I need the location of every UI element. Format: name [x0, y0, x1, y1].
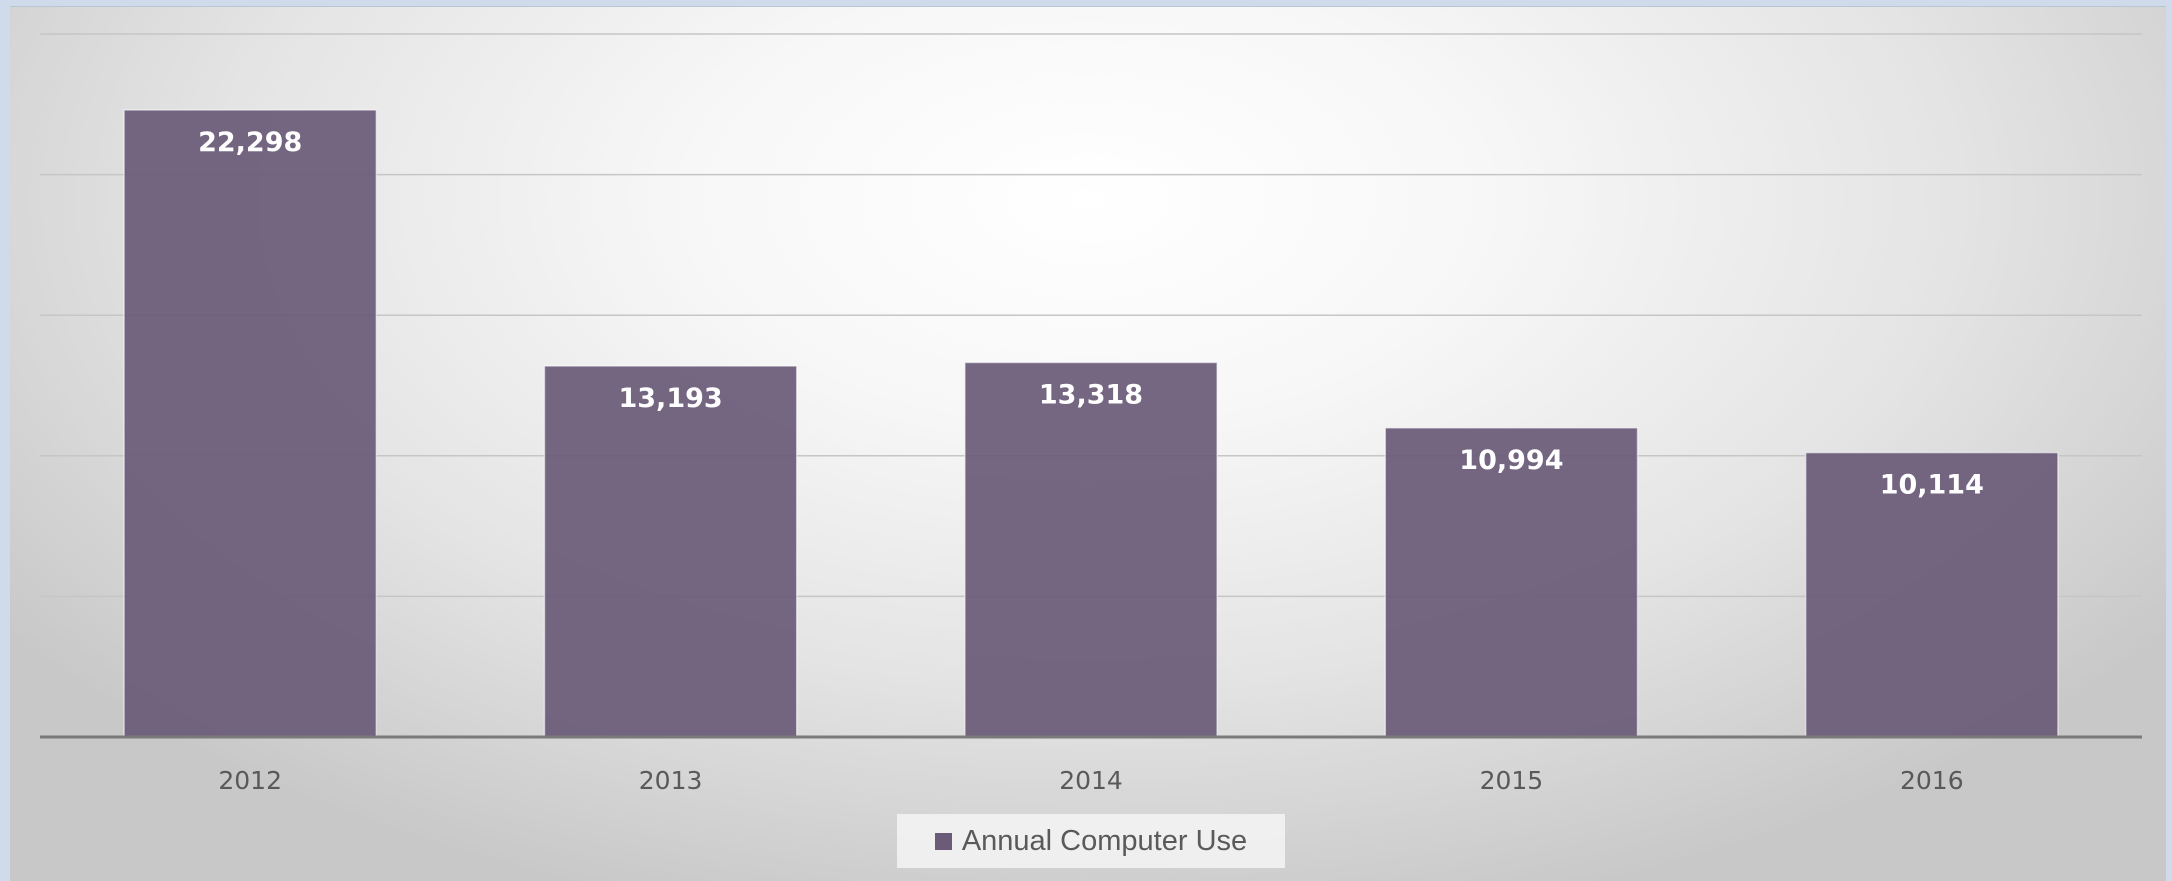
- bars: [123, 109, 2059, 738]
- bar-2014: [964, 361, 1218, 738]
- x-tick-2016: 2016: [1900, 766, 1964, 795]
- x-tick-2014: 2014: [1059, 766, 1123, 795]
- bar-2012: [123, 109, 378, 738]
- bar-2013: [543, 365, 798, 738]
- x-tick-labels: 2012 2013 2014 2015 2016: [218, 766, 1963, 795]
- x-tick-2012: 2012: [218, 766, 282, 795]
- legend: Annual Computer Use: [897, 814, 1285, 868]
- legend-label: Annual Computer Use: [961, 824, 1248, 857]
- data-labels: 22,298 13,193 13,318 10,994 10,114: [198, 127, 1984, 501]
- data-label-2016: 10,114: [1880, 470, 1984, 501]
- data-label-2013: 13,193: [618, 383, 722, 414]
- legend-swatch: [934, 832, 952, 850]
- data-label-2014: 13,318: [1039, 379, 1143, 410]
- bar-2016: [1804, 451, 2059, 738]
- data-label-2015: 10,994: [1459, 445, 1563, 476]
- x-tick-2013: 2013: [639, 766, 703, 795]
- x-tick-2015: 2015: [1480, 766, 1544, 795]
- data-label-2012: 22,298: [198, 127, 302, 158]
